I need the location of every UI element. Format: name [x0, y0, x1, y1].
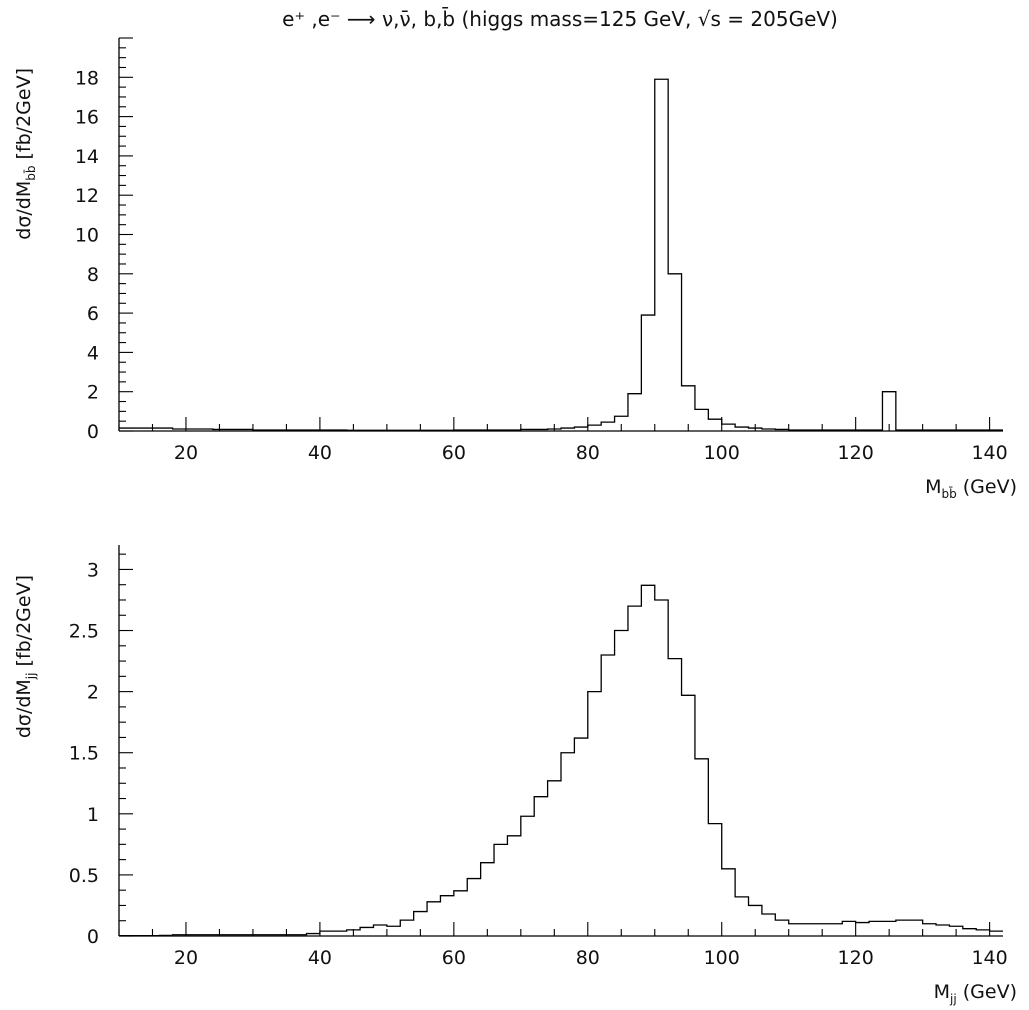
histogram-bin [722, 869, 735, 936]
x-tick-label: 120 [838, 947, 874, 969]
x-tick-label: 60 [442, 947, 466, 969]
x-axis-title: Mbb̄ (GeV) [925, 476, 1017, 501]
x-tick-label: 20 [174, 442, 198, 464]
histogram-bin [655, 79, 668, 431]
y-tick-label: 1 [87, 804, 99, 826]
histogram-bin [507, 836, 520, 936]
y-tick-label: 16 [75, 107, 99, 129]
histogram-bin [775, 920, 788, 936]
y-tick-label: 2 [87, 382, 99, 404]
histogram-bin [668, 659, 681, 936]
panel-1: 20 40 60 80 100 120 140 0 2 4 6 8 10 12 14 16 18 Mbb̄ (Ge… [13, 37, 1017, 501]
histogram-bin [923, 924, 936, 936]
histogram-bin [829, 924, 842, 936]
y-tick-label: 3 [87, 559, 99, 581]
histogram-bin [467, 879, 480, 936]
x-tick-label: 40 [308, 442, 332, 464]
y-tick-label: 2.5 [69, 621, 99, 643]
x-tick-label: 40 [308, 947, 332, 969]
histogram-bin [682, 695, 695, 936]
histogram-bin [561, 753, 574, 936]
y-tick-label: 2 [87, 682, 99, 704]
histogram-bin [534, 797, 547, 936]
x-tick-label: 100 [704, 947, 740, 969]
y-tick-label: 6 [87, 303, 99, 325]
x-tick-label: 60 [442, 442, 466, 464]
y-tick-label: 14 [75, 146, 99, 168]
y-tick-label: 10 [75, 225, 99, 247]
y-axis-title: dσ/dMbb̄ [fb/2GeV] [13, 68, 38, 240]
histogram-bin [869, 921, 882, 936]
histogram-outline [119, 78, 1003, 431]
histogram-bin [521, 816, 534, 936]
histogram-bin [896, 920, 909, 936]
histogram-bin [789, 924, 802, 936]
histogram-bin [695, 759, 708, 936]
histogram-bin [655, 600, 668, 936]
x-tick-label: 20 [174, 947, 198, 969]
x-tick-label: 120 [838, 442, 874, 464]
histogram-bin [615, 631, 628, 936]
panel-2: 20 40 60 80 100 120 140 0 0.5 1 1.5 2 2.5 3 Mjj (GeV) d… [13, 545, 1017, 1006]
histogram-bin [481, 863, 494, 936]
histogram-bin [494, 844, 507, 936]
histogram-bin [856, 923, 869, 936]
histogram-bin [628, 606, 641, 936]
histogram-bin [695, 409, 708, 431]
x-tick-label: 80 [576, 442, 600, 464]
y-tick-label: 0 [87, 926, 99, 948]
histogram-bin [601, 422, 614, 431]
histogram-bin [440, 896, 453, 936]
x-tick-label: 140 [971, 947, 1007, 969]
histogram-bin [454, 891, 467, 936]
histogram-bin [641, 585, 654, 936]
histogram-bin [668, 274, 681, 431]
y-axis-title: dσ/dMjj [fb/2GeV] [13, 575, 38, 738]
y-tick-label: 18 [75, 67, 99, 89]
histogram-bin [722, 424, 735, 431]
y-tick-label: 4 [87, 342, 99, 364]
histogram-bin [735, 897, 748, 936]
y-tick-label: 12 [75, 185, 99, 207]
figure-title: e⁺ ,e⁻ ⟶ ν,ν̄, b,b̄ (higgs mass=125 GeV,… [282, 6, 838, 31]
histogram-bin [548, 781, 561, 936]
histogram-bin [574, 738, 587, 936]
histogram-bin [936, 925, 949, 936]
histogram-bin [802, 924, 815, 936]
histogram-bin [842, 921, 855, 936]
histogram-bin [427, 902, 440, 936]
histogram-bin [588, 425, 601, 431]
histogram-bin [990, 931, 1003, 936]
x-tick-label: 100 [704, 442, 740, 464]
histogram-bin [400, 920, 413, 936]
y-tick-label: 1.5 [69, 743, 99, 765]
histogram-bin [601, 655, 614, 936]
x-axis-title: Mjj (GeV) [934, 981, 1017, 1006]
histogram-bin [641, 315, 654, 431]
histogram-bin [628, 394, 641, 431]
x-tick-label: 140 [971, 442, 1007, 464]
histogram-bin [387, 926, 400, 936]
histogram-bin [588, 692, 601, 936]
histogram-bin [976, 930, 989, 936]
histogram-bin [320, 931, 333, 936]
histogram-bin [963, 929, 976, 936]
y-tick-label: 0 [87, 421, 99, 443]
histogram-bin [360, 927, 373, 936]
histogram-bin [909, 920, 922, 936]
histogram-bin [762, 914, 775, 936]
histogram-bin [373, 925, 386, 936]
y-tick-label: 0.5 [69, 865, 99, 887]
x-tick-label: 80 [576, 947, 600, 969]
histogram-outline [119, 584, 1003, 937]
histogram-bin [333, 931, 346, 936]
y-tick-label: 8 [87, 264, 99, 286]
histogram-bin [708, 824, 721, 936]
histogram-bin [708, 419, 721, 431]
